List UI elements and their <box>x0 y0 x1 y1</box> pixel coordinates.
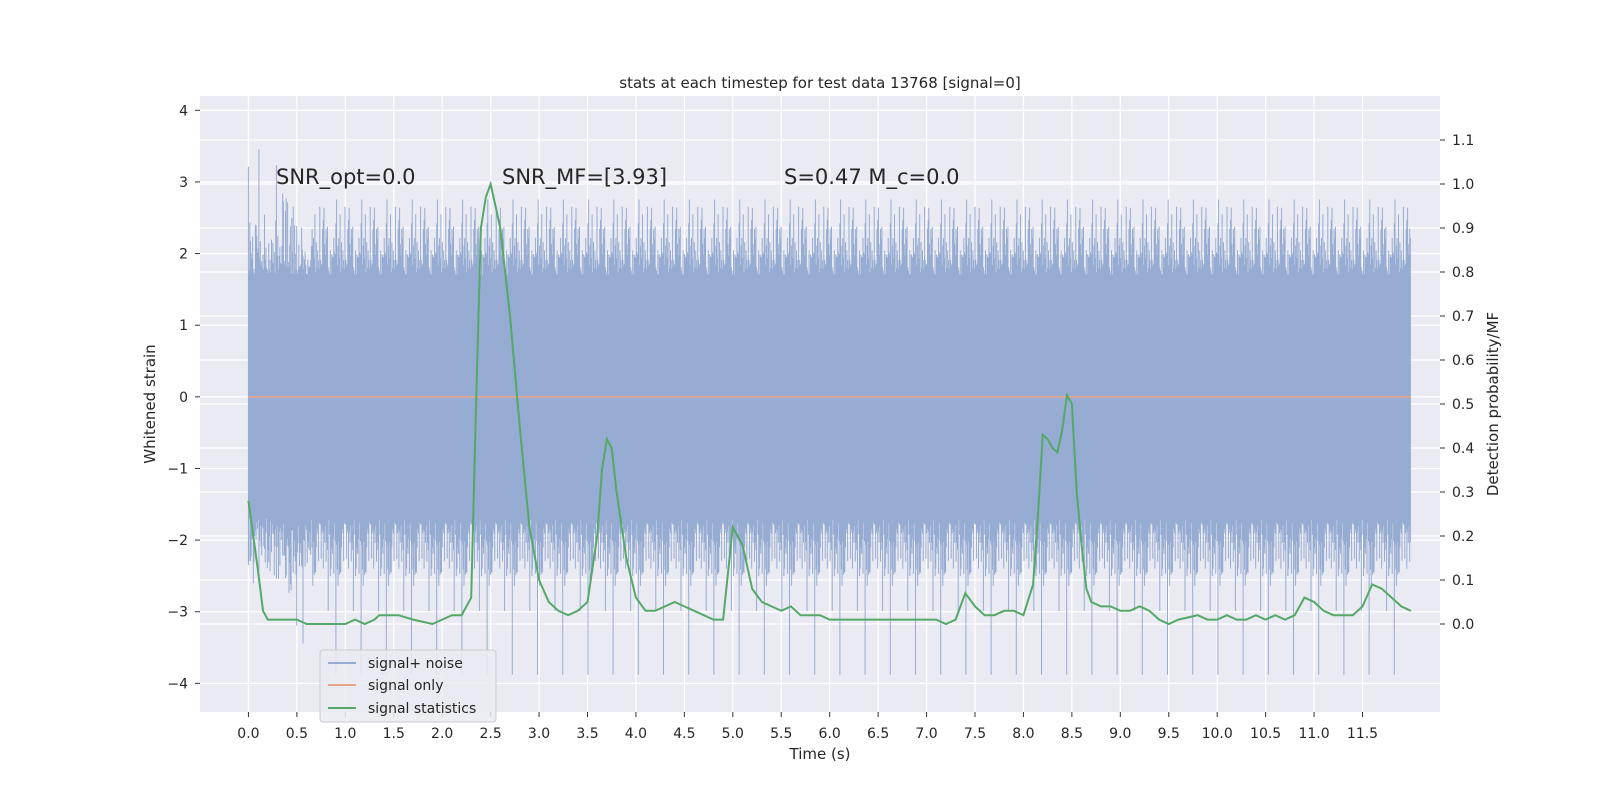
y-tick-label: 1 <box>179 318 188 334</box>
y-tick-label: 3 <box>179 175 188 191</box>
y-right-tick-label: 0.4 <box>1452 441 1474 457</box>
x-tick-label: 0.0 <box>237 726 259 742</box>
y-tick-label: −1 <box>167 461 188 477</box>
annotation-s-mc: S=0.47 M_c=0.0 <box>784 165 960 190</box>
x-tick-label: 9.0 <box>1109 726 1131 742</box>
x-tick-label: 1.5 <box>383 726 405 742</box>
x-tick-label: 8.5 <box>1061 726 1083 742</box>
y-tick-label: 4 <box>179 103 188 119</box>
x-ticks: 0.0 0.5 1.0 1.5 2.0 2.5 3.0 3.5 4.0 4.5 5.0 5.5 6.0 6… <box>237 712 1378 742</box>
x-tick-label: 9.5 <box>1158 726 1180 742</box>
y-tick-label: 0 <box>179 390 188 406</box>
x-tick-label: 3.5 <box>576 726 598 742</box>
legend-label-signal-noise: signal+ noise <box>368 656 463 672</box>
series-signal-noise <box>247 149 1411 675</box>
series-signal-statistics <box>247 180 1412 626</box>
y-right-tick-label: 0.0 <box>1452 617 1474 633</box>
x-tick-label: 11.5 <box>1347 726 1378 742</box>
annotation-snr-mf: SNR_MF=[3.93] <box>502 165 667 190</box>
x-tick-label: 10.0 <box>1202 726 1233 742</box>
legend-label-signal-statistics: signal statistics <box>368 701 476 717</box>
y-tick-label: 2 <box>179 247 188 263</box>
y-axis-label: Whitened strain <box>141 344 159 463</box>
series-layer <box>247 149 1412 675</box>
x-tick-label: 6.0 <box>819 726 841 742</box>
y-right-ticks: 0.0 0.1 0.2 0.3 0.4 0.5 0.6 0.7 0.8 0.9 1.0 1.1 <box>1440 133 1474 633</box>
x-tick-label: 7.5 <box>964 726 986 742</box>
x-tick-label: 0.5 <box>286 726 308 742</box>
x-tick-label: 3.0 <box>528 726 550 742</box>
y-right-tick-label: 0.8 <box>1452 265 1474 281</box>
y-right-tick-label: 0.1 <box>1452 573 1474 589</box>
legend-box <box>319 649 497 723</box>
x-tick-label: 5.5 <box>770 726 792 742</box>
x-tick-label: 4.5 <box>673 726 695 742</box>
x-tick-label: 1.0 <box>334 726 356 742</box>
y-ticks: −4 −3 −2 −1 0 1 2 3 4 <box>167 103 200 692</box>
y-right-axis-label: Detection probability/MF <box>1484 312 1502 496</box>
legend-label-signal-only: signal only <box>368 678 443 694</box>
y-tick-label: −3 <box>167 605 188 621</box>
annotation-snr-opt: SNR_opt=0.0 <box>276 165 416 190</box>
x-tick-label: 6.5 <box>867 726 889 742</box>
x-axis-label: Time (s) <box>789 745 851 763</box>
y-right-tick-label: 1.1 <box>1452 133 1474 149</box>
legend: signal+ noise signal only signal statist… <box>319 649 497 723</box>
y-right-tick-label: 0.3 <box>1452 485 1474 501</box>
y-right-tick-label: 0.2 <box>1452 529 1474 545</box>
x-tick-label: 2.0 <box>431 726 453 742</box>
x-tick-label: 11.0 <box>1298 726 1329 742</box>
x-tick-label: 10.5 <box>1250 726 1281 742</box>
y-right-tick-label: 0.9 <box>1452 221 1474 237</box>
y-tick-label: −2 <box>167 533 188 549</box>
y-right-tick-label: 1.0 <box>1452 177 1474 193</box>
y-tick-label: −4 <box>167 676 188 692</box>
x-tick-label: 8.0 <box>1012 726 1034 742</box>
y-right-tick-label: 0.7 <box>1452 309 1474 325</box>
x-tick-label: 2.5 <box>479 726 501 742</box>
x-tick-label: 7.0 <box>915 726 937 742</box>
y-right-tick-label: 0.5 <box>1452 397 1474 413</box>
x-tick-label: 4.0 <box>625 726 647 742</box>
y-right-tick-label: 0.6 <box>1452 353 1474 369</box>
chart-title: stats at each timestep for test data 137… <box>619 74 1020 92</box>
x-tick-label: 5.0 <box>722 726 744 742</box>
